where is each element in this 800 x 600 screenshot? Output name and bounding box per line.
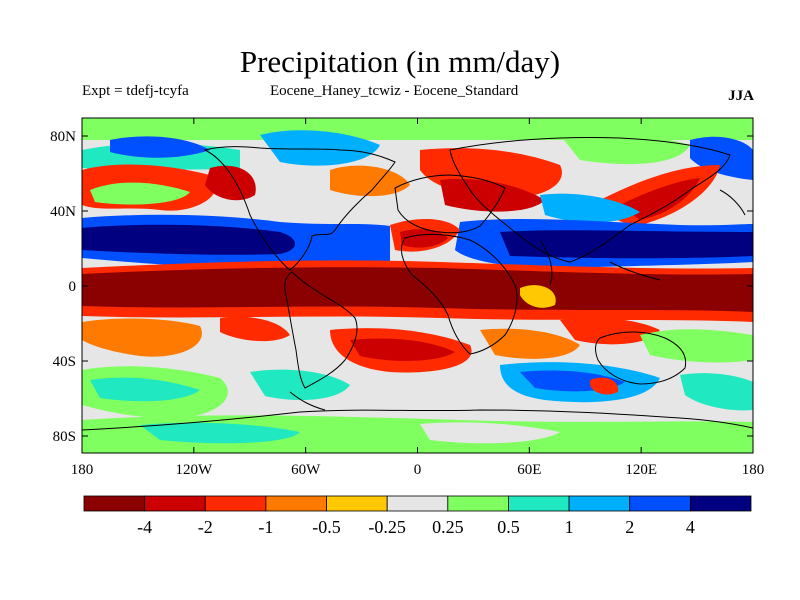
map-title: Precipitation (in mm/day) [239,44,561,79]
comparison-label: Eocene_Haney_tcwiz - Eocene_Standard [270,83,519,99]
colorbar-swatch [386,495,449,512]
lon-tick-label: 60W [291,462,321,478]
colorbar-label: -0.25 [368,517,406,537]
field-patch [640,329,753,363]
field-patch [680,373,753,411]
lat-tick-label: 0 [69,279,77,295]
colorbar-label: 2 [625,517,634,537]
field-patch [560,317,660,345]
australia-outline [595,331,687,385]
field-patch [440,179,545,212]
india-coast [539,239,553,286]
map-field [82,118,753,453]
field-patch [82,267,753,312]
field-patch [520,285,556,308]
asia-outline [449,137,731,263]
colorbar-swatch [689,495,752,512]
lon-tick-label: 180 [742,462,765,478]
lat-tick-label: 40S [53,354,76,370]
island-coast [609,261,661,281]
lon-axis: 180 120W 60W 0 60E 120E 180 [71,118,765,478]
field-patch [590,377,619,395]
field-patch [82,415,753,453]
colorbar-label: -2 [198,517,213,537]
colorbar-label: 1 [565,517,574,537]
lon-tick-label: 120W [175,462,213,478]
lon-tick-label: 60E [517,462,541,478]
lon-tick-label: 120E [625,462,657,478]
europe-outline [394,174,506,234]
south-america-outline [284,271,358,389]
field-patch [420,422,560,444]
colorbar-label: -0.5 [312,517,341,537]
colorbar-swatch [265,495,327,512]
season-label: JJA [728,88,754,104]
field-patch [400,229,448,248]
lat-tick-label: 40N [50,204,76,220]
colorbar: -4 -2 -1 -0.5 -0.25 0.25 0.5 1 2 4 [83,495,752,537]
colorbar-swatch [144,495,206,512]
lon-tick-label: 0 [414,462,422,478]
field-patch [350,338,455,361]
colorbar-label: 0.5 [497,517,520,537]
field-patch [205,165,256,201]
field-patch [260,130,380,166]
field-patch [82,318,202,357]
field-patch [82,224,295,255]
coastlines [82,137,753,431]
colorbar-swatch [629,495,691,512]
field-patch [690,136,753,180]
north-america-outline [203,146,396,271]
colorbar-label: 4 [686,517,695,537]
island-coast [719,189,746,216]
experiment-label: Expt = tdefj-tcyfa [82,83,189,99]
lat-tick-label: 80S [53,429,76,445]
field-patch [480,328,580,359]
colorbar-label: -4 [137,517,152,537]
colorbar-label: 0.25 [432,517,464,537]
antarctic-peninsula [289,391,326,411]
colorbar-swatch [326,495,388,512]
lat-axis: 80N 40N 0 40S 80S [50,129,753,445]
colorbar-swatch [568,495,631,512]
field-patch [620,178,700,220]
field-patch [140,422,300,444]
colorbar-swatch [204,495,267,512]
colorbar-swatch [447,495,509,512]
colorbar-swatch [83,495,146,512]
colorbar-label: -1 [258,517,273,537]
africa-outline [401,233,518,355]
colorbar-swatch [508,495,570,512]
antarctica-coast [82,409,753,431]
field-patch [330,165,410,197]
field-patch [90,377,200,402]
lon-tick-label: 180 [71,462,94,478]
field-patch [90,182,190,205]
field-patch [110,136,210,158]
field-patch [220,316,290,342]
lat-tick-label: 80N [50,129,76,145]
field-patch [540,193,640,223]
field-patch [500,230,753,259]
field-patch [560,131,690,165]
